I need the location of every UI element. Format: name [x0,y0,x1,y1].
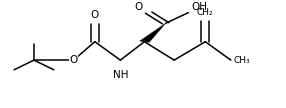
Text: OH: OH [191,2,207,12]
Text: NH: NH [113,70,128,80]
Text: CH₂: CH₂ [197,8,214,17]
Text: O: O [135,2,143,12]
Text: O: O [69,55,78,65]
Text: CH₃: CH₃ [234,56,250,65]
Polygon shape [140,23,166,42]
Text: O: O [91,10,99,20]
